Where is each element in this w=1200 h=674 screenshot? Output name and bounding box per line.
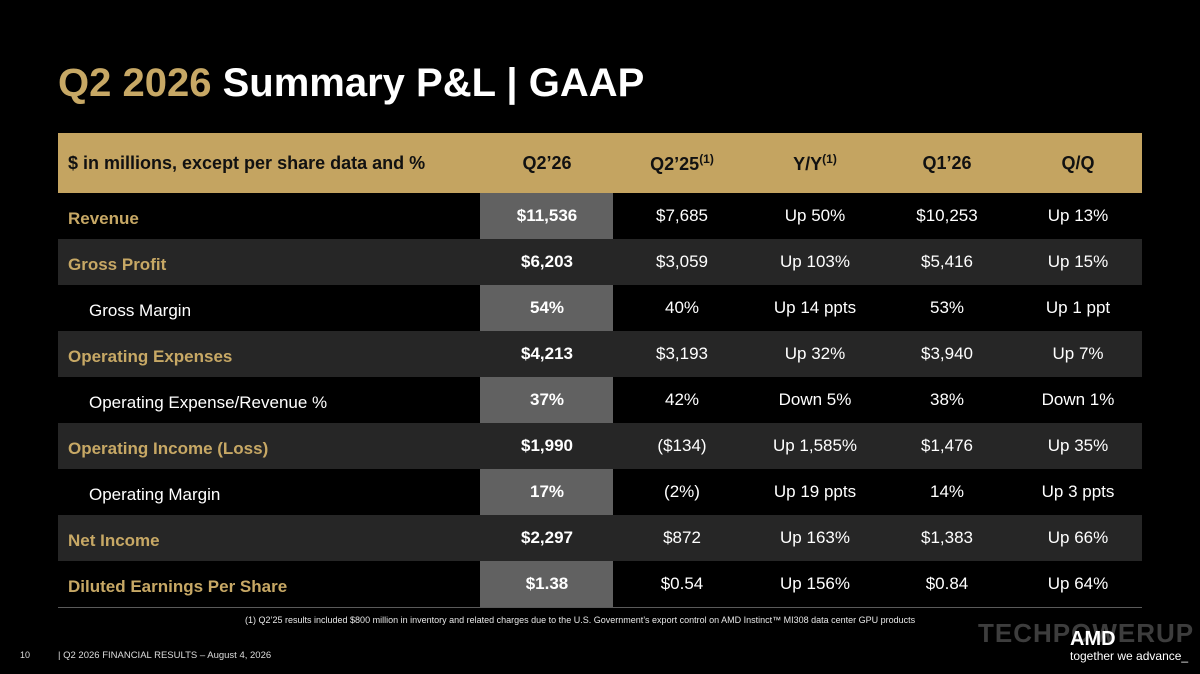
cell-q1-26: $5,416: [921, 252, 973, 271]
cell-q2-25: $3,059: [656, 252, 708, 271]
brand-tagline: together we advance_: [1070, 649, 1189, 663]
cell-q2-26: $6,203: [521, 252, 573, 271]
cell-q2-26: $2,297: [521, 528, 573, 547]
cell-yy: Up 163%: [780, 528, 850, 547]
table-row: Operating Expenses $4,213 $3,193 Up 32% …: [58, 331, 1142, 377]
cell-yy: Up 19 ppts: [773, 482, 857, 501]
slide-title: Q2 2026 Summary P&L | GAAP: [58, 60, 644, 106]
cell-q1-26: $3,940: [921, 344, 973, 363]
row-label: Operating Expense/Revenue %: [89, 393, 328, 412]
cell-q1-26: 14%: [929, 482, 965, 501]
cell-yy: Up 50%: [784, 206, 846, 225]
page-number: 10: [20, 650, 31, 660]
row-label: Net Income: [68, 531, 160, 550]
cell-q1-26: 38%: [929, 390, 965, 409]
cell-qq: Up 66%: [1047, 528, 1109, 547]
cell-qq: Up 3 ppts: [1041, 482, 1115, 501]
cell-q2-25: 42%: [664, 390, 700, 409]
table-row: Operating Expense/Revenue % 37% 42% Down…: [58, 377, 1142, 423]
title-rest: Summary P&L | GAAP: [222, 61, 645, 105]
header-q2-25: Q2’25(1): [650, 151, 714, 174]
cell-q2-25: (2%): [664, 482, 700, 501]
cell-q2-25: $872: [663, 528, 701, 547]
cell-q2-26: $1,990: [521, 436, 573, 455]
table-row: Revenue $11,536 $7,685 Up 50% $10,253 Up…: [58, 193, 1142, 239]
table-bottom-rule: [58, 607, 1142, 608]
cell-yy: Up 14 ppts: [773, 298, 857, 317]
cell-q2-26: 17%: [529, 482, 565, 501]
cell-yy: Up 32%: [784, 344, 846, 363]
cell-q1-26: $1,383: [921, 528, 973, 547]
cell-q2-25: ($134): [657, 436, 707, 455]
row-label: Gross Profit: [68, 255, 167, 274]
cell-q2-26: $11,536: [516, 206, 578, 225]
cell-q1-26: 53%: [929, 298, 965, 317]
cell-yy: Up 1,585%: [772, 436, 858, 455]
cell-qq: Down 1%: [1041, 390, 1115, 409]
row-label: Operating Margin: [89, 485, 221, 504]
cell-q2-26: 37%: [529, 390, 565, 409]
header-qq: Q/Q: [1061, 152, 1095, 173]
table-row: Operating Margin 17% (2%) Up 19 ppts 14%…: [58, 469, 1142, 515]
cell-q2-26: $1.38: [525, 574, 569, 593]
header-label: $ in millions, except per share data and…: [68, 152, 426, 173]
cell-q2-25: 40%: [664, 298, 700, 317]
table-row: Gross Margin 54% 40% Up 14 ppts 53% Up 1…: [58, 285, 1142, 331]
row-label: Gross Margin: [89, 301, 192, 320]
cell-qq: Up 13%: [1047, 206, 1109, 225]
cell-qq: Up 35%: [1047, 436, 1109, 455]
row-label: Operating Expenses: [68, 347, 233, 366]
cell-q2-26: 54%: [529, 298, 565, 317]
cell-qq: Up 64%: [1047, 574, 1109, 593]
header-yy: Y/Y(1): [793, 151, 837, 174]
cell-q2-25: $0.54: [660, 574, 704, 593]
cell-q2-25: $7,685: [656, 206, 708, 225]
footer-text: | Q2 2026 FINANCIAL RESULTS – August 4, …: [58, 650, 272, 661]
table-row: Gross Profit $6,203 $3,059 Up 103% $5,41…: [58, 239, 1142, 285]
cell-q1-26: $1,476: [921, 436, 973, 455]
watermark-text: TECHPOWERUP: [978, 618, 1195, 648]
cell-qq: Up 7%: [1052, 344, 1104, 363]
footnote: (1) Q2’25 results included $800 million …: [245, 615, 916, 625]
header-q1-26: Q1’26: [922, 152, 972, 173]
table-row: Operating Income (Loss) $1,990 ($134) Up…: [58, 423, 1142, 469]
table-row: Net Income $2,297 $872 Up 163% $1,383 Up…: [58, 515, 1142, 561]
row-label: Operating Income (Loss): [68, 439, 269, 458]
cell-yy: Down 5%: [778, 390, 852, 409]
table-header: $ in millions, except per share data and…: [58, 133, 1142, 193]
amd-logo: AMD: [1070, 628, 1116, 650]
cell-yy: Up 103%: [780, 252, 850, 271]
cell-yy: Up 156%: [780, 574, 850, 593]
cell-q2-25: $3,193: [656, 344, 708, 363]
header-q2-26: Q2’26: [522, 152, 572, 173]
cell-q1-26: $0.84: [925, 574, 969, 593]
pl-table: $ in millions, except per share data and…: [58, 133, 1142, 607]
cell-qq: Up 1 ppt: [1045, 298, 1111, 317]
cell-q2-26: $4,213: [521, 344, 573, 363]
cell-q1-26: $10,253: [916, 206, 978, 225]
row-label: Diluted Earnings Per Share: [68, 577, 288, 596]
row-label: Revenue: [68, 209, 139, 228]
table-row: Diluted Earnings Per Share $1.38 $0.54 U…: [58, 561, 1142, 607]
title-accent: Q2 2026: [58, 61, 212, 105]
cell-qq: Up 15%: [1047, 252, 1109, 271]
